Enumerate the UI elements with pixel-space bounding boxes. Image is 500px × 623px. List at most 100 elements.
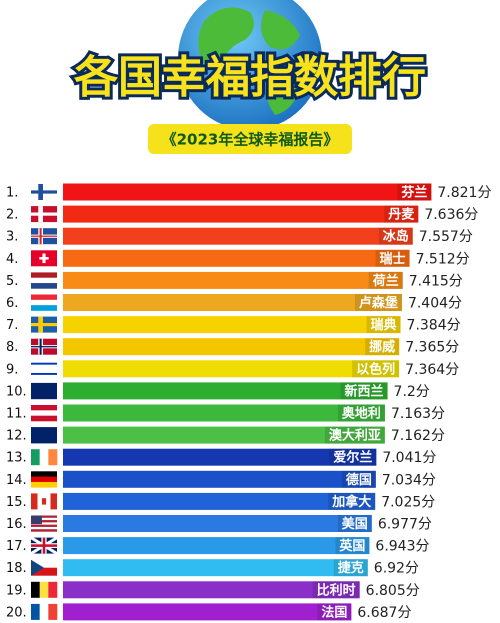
flag-part bbox=[39, 257, 49, 260]
country-label: 丹麦 bbox=[388, 207, 415, 223]
rank-label: 15. bbox=[6, 495, 27, 510]
bar bbox=[63, 360, 400, 378]
label-box bbox=[337, 404, 385, 422]
flag-part bbox=[48, 449, 58, 466]
country-label: 爱尔兰 bbox=[333, 450, 372, 466]
flag-part bbox=[31, 305, 57, 311]
bar bbox=[63, 205, 419, 223]
value-label: 7.557分 bbox=[419, 229, 473, 245]
flag-part bbox=[31, 372, 57, 375]
flag-part bbox=[31, 603, 40, 620]
rank-label: 7. bbox=[6, 318, 18, 333]
flag-part bbox=[39, 603, 49, 620]
flag-part bbox=[31, 427, 57, 444]
rank-label: 9. bbox=[6, 362, 18, 377]
flag-part bbox=[31, 382, 57, 400]
flag-part bbox=[41, 498, 47, 505]
country-label: 比利时 bbox=[317, 582, 356, 598]
rank-label: 12. bbox=[6, 429, 27, 444]
bar bbox=[63, 426, 385, 444]
value-label: 7.162分 bbox=[391, 428, 445, 444]
flag-part bbox=[31, 493, 38, 510]
rank-label: 10. bbox=[6, 384, 27, 399]
bar bbox=[63, 470, 376, 488]
bar bbox=[63, 515, 372, 532]
flag-part bbox=[31, 360, 57, 377]
value-label: 6.943分 bbox=[375, 539, 429, 555]
flag-part bbox=[31, 415, 57, 422]
country-label: 卢森堡 bbox=[359, 295, 398, 311]
value-label: 6.92分 bbox=[374, 561, 419, 577]
value-label: 6.977分 bbox=[378, 517, 432, 533]
value-label: 7.041分 bbox=[382, 450, 436, 466]
label-box bbox=[354, 294, 402, 311]
label-box bbox=[341, 470, 376, 488]
flag-part bbox=[31, 212, 57, 216]
rank-label: 13. bbox=[6, 451, 27, 466]
flag-part bbox=[31, 522, 57, 525]
flag-part bbox=[31, 294, 57, 301]
label-box bbox=[328, 492, 376, 510]
label-box bbox=[324, 426, 385, 444]
flag-part bbox=[31, 449, 40, 466]
label-box bbox=[340, 382, 388, 400]
label-box bbox=[312, 581, 360, 599]
value-label: 6.805分 bbox=[366, 583, 420, 599]
value-label: 7.512分 bbox=[416, 251, 470, 267]
label-box bbox=[378, 227, 413, 245]
flag-part bbox=[39, 581, 49, 598]
globe bbox=[178, 0, 322, 130]
bar bbox=[63, 338, 400, 356]
country-label: 以色列 bbox=[356, 361, 395, 377]
flag-part bbox=[31, 515, 57, 518]
bar bbox=[63, 227, 413, 245]
bar bbox=[63, 249, 410, 267]
flag-part bbox=[48, 603, 58, 620]
flag-part bbox=[31, 405, 57, 411]
flag-part bbox=[31, 235, 57, 237]
rank-label: 16. bbox=[6, 517, 27, 532]
label-box bbox=[335, 537, 370, 555]
country-label: 瑞典 bbox=[371, 317, 397, 333]
label-box bbox=[337, 515, 372, 532]
flag-part bbox=[50, 493, 57, 510]
flag-part bbox=[31, 559, 44, 576]
country-label: 瑞士 bbox=[380, 251, 406, 267]
flag-part bbox=[31, 471, 57, 477]
rank-label: 20. bbox=[6, 605, 27, 620]
flag-part bbox=[31, 272, 57, 279]
rank-label: 14. bbox=[6, 473, 27, 488]
value-label: 7.163分 bbox=[391, 406, 445, 422]
country-label: 奥地利 bbox=[342, 406, 381, 422]
country-label: 芬兰 bbox=[400, 185, 427, 201]
flag-part bbox=[31, 346, 57, 348]
value-label: 7.364分 bbox=[405, 362, 459, 378]
flag-part bbox=[31, 323, 57, 327]
country-label: 捷克 bbox=[338, 560, 364, 576]
bar bbox=[63, 404, 385, 422]
rows: 1. 芬兰 7.821分 2. 丹麦 7.636分 3. 冰岛 7.557分 4. 瑞士 7.512分… bbox=[6, 183, 491, 621]
bar bbox=[63, 559, 368, 577]
country-label: 荷兰 bbox=[372, 273, 399, 289]
bar bbox=[63, 537, 370, 555]
flag-part bbox=[31, 559, 57, 568]
flag-part bbox=[31, 277, 57, 284]
rank-label: 17. bbox=[6, 539, 27, 554]
flag-part bbox=[31, 520, 57, 523]
rank-label: 18. bbox=[6, 561, 27, 576]
value-label: 7.384分 bbox=[407, 318, 461, 334]
bar bbox=[63, 492, 376, 510]
label-box bbox=[368, 271, 403, 289]
flag-part bbox=[31, 524, 57, 528]
value-label: 7.365分 bbox=[405, 340, 459, 356]
flag-part bbox=[31, 567, 57, 576]
rank-label: 11. bbox=[6, 407, 27, 422]
label-box bbox=[352, 360, 400, 378]
label-box bbox=[397, 183, 432, 201]
rank-label: 3. bbox=[6, 230, 18, 245]
bar bbox=[63, 294, 402, 311]
flag-part bbox=[31, 283, 57, 289]
value-label: 7.404分 bbox=[408, 296, 462, 312]
rank-label: 4. bbox=[6, 252, 18, 267]
flag-part bbox=[31, 526, 57, 530]
